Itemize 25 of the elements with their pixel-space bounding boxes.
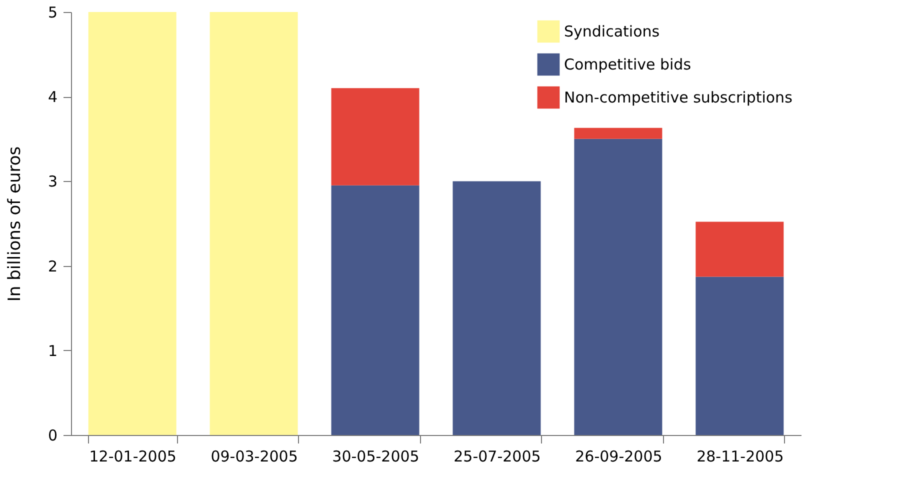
bar <box>210 12 298 435</box>
bar <box>331 88 420 186</box>
bar <box>452 181 541 435</box>
bar <box>574 138 662 435</box>
y-tick-label: 2 <box>48 257 58 276</box>
x-tick-label: 25-07-2005 <box>454 448 541 466</box>
y-axis-title: In billions of euros <box>4 146 25 302</box>
legend-label: Non-competitive subscriptions <box>564 88 793 106</box>
bar <box>331 185 420 435</box>
x-tick-label: 30-05-2005 <box>332 448 420 466</box>
x-tick-label: 28-11-2005 <box>696 448 784 466</box>
y-tick-label: 4 <box>48 88 58 106</box>
bar <box>696 276 784 435</box>
bar <box>574 128 662 139</box>
legend-label: Syndications <box>564 22 660 40</box>
y-tick-label: 3 <box>48 172 58 191</box>
y-tick-label: 1 <box>48 342 58 360</box>
y-tick-label: 0 <box>48 426 58 444</box>
y-tick-label: 5 <box>48 4 58 22</box>
bar <box>696 222 784 277</box>
x-tick-label: 09-03-2005 <box>210 448 298 466</box>
bar <box>88 12 176 435</box>
x-tick-label: 26-09-2005 <box>575 448 662 466</box>
legend-label: Competitive bids <box>564 56 692 74</box>
x-tick-label: 12-01-2005 <box>89 448 176 466</box>
